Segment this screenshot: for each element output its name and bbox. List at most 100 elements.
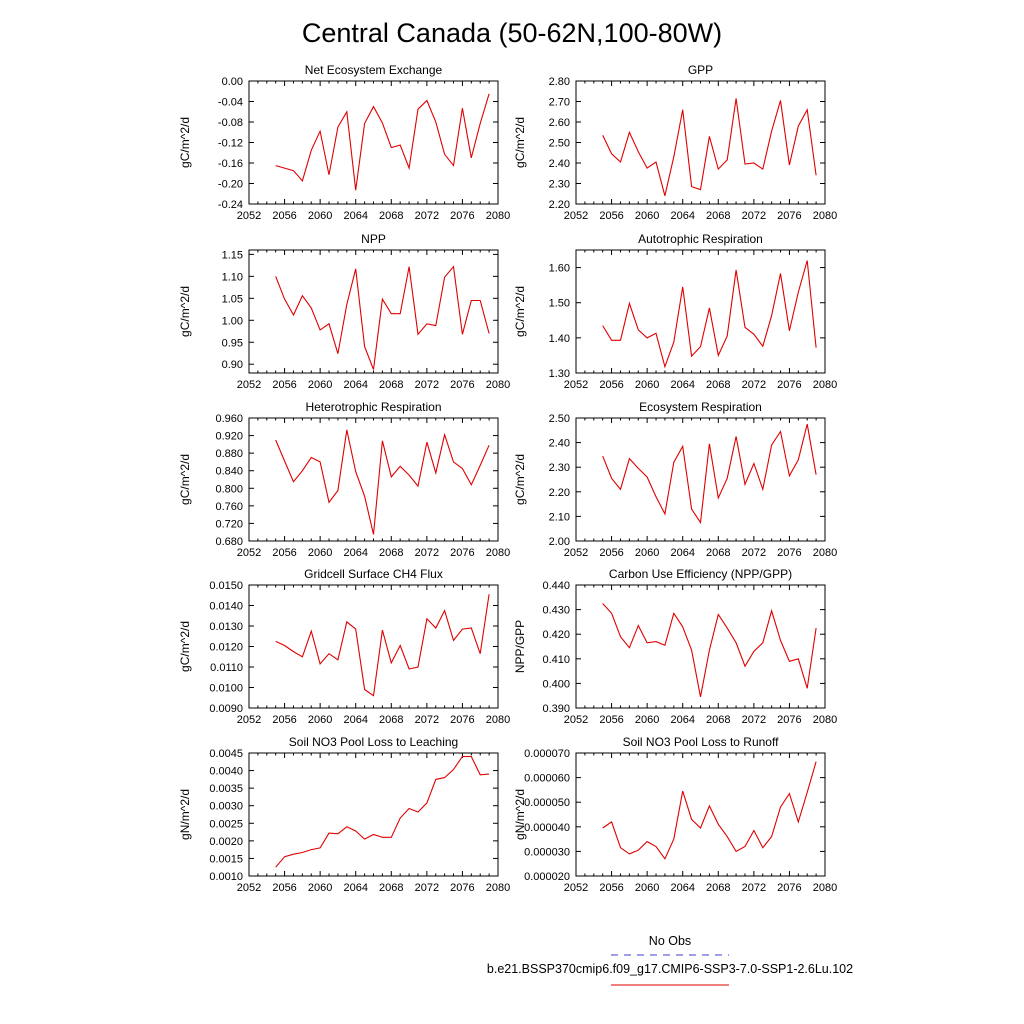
legend: No Obs b.e21.BSSP370cmip6.f09_g17.CMIP6-… xyxy=(487,934,853,986)
x-tick-label: 2052 xyxy=(237,210,261,222)
x-tick-label: 2080 xyxy=(813,210,837,222)
y-tick-label: 0.0015 xyxy=(209,853,243,865)
y-tick-label: 1.30 xyxy=(549,368,570,380)
y-tick-label: 0.0040 xyxy=(209,766,243,778)
chart-title: Soil NO3 Pool Loss to Leaching xyxy=(289,735,458,749)
x-tick-label: 2056 xyxy=(272,882,296,894)
y-tick-label: 0.000030 xyxy=(524,846,570,858)
x-tick-label: 2056 xyxy=(599,882,623,894)
x-tick-label: 2080 xyxy=(813,379,837,391)
y-tick-label: 0.440 xyxy=(542,580,570,592)
y-tick-label: 0.0090 xyxy=(209,703,243,715)
x-tick-label: 2076 xyxy=(450,379,474,391)
x-tick-label: 2060 xyxy=(308,547,332,559)
plot-frame xyxy=(575,249,826,374)
x-tick-label: 2076 xyxy=(450,547,474,559)
x-tick-label: 2080 xyxy=(486,547,510,559)
x-tick-label: 2064 xyxy=(670,210,694,222)
y-axis-label: NPP/GPP xyxy=(513,620,527,673)
y-tick-label: 0.0140 xyxy=(209,601,243,613)
x-tick-label: 2072 xyxy=(415,714,439,726)
y-tick-label: 0.410 xyxy=(542,654,570,666)
chart-title: Soil NO3 Pool Loss to Runoff xyxy=(623,735,780,749)
y-tick-label: 1.40 xyxy=(549,333,570,345)
y-tick-label: 2.20 xyxy=(549,487,570,499)
chart-title: Gridcell Surface CH4 Flux xyxy=(304,567,443,581)
x-tick-label: 2080 xyxy=(486,714,510,726)
y-axis-label: gC/m^2/d xyxy=(513,117,527,168)
chart-panel-0: Net Ecosystem Exchange 2052 2056 2060 2064 20… xyxy=(178,63,510,222)
y-tick-label: 0.420 xyxy=(542,629,570,641)
series-line-0 xyxy=(275,429,490,535)
y-tick-label: 0.920 xyxy=(215,431,243,443)
y-axis-label: gN/m^2/d xyxy=(178,789,192,840)
x-tick-label: 2064 xyxy=(670,882,694,894)
y-tick-label: 2.60 xyxy=(549,117,570,129)
x-tick-label: 2068 xyxy=(379,379,403,391)
x-tick-label: 2064 xyxy=(343,714,367,726)
plot-frame xyxy=(248,417,499,542)
figure-title: Central Canada (50-62N,100-80W) xyxy=(302,18,722,48)
y-tick-label: 1.15 xyxy=(222,249,243,261)
y-axis-label: gC/m^2/d xyxy=(178,621,192,672)
x-tick-label: 2060 xyxy=(635,379,659,391)
x-tick-label: 2056 xyxy=(599,714,623,726)
x-tick-label: 2076 xyxy=(450,882,474,894)
series-line-0 xyxy=(275,755,490,868)
x-tick-label: 2080 xyxy=(813,714,837,726)
series-line-0 xyxy=(602,423,817,525)
y-tick-label: -0.08 xyxy=(218,117,243,129)
y-tick-label: 2.10 xyxy=(549,511,570,523)
chart-panel-9: Soil NO3 Pool Loss to Runoff 2052 2056 2060… xyxy=(513,735,837,894)
chart-title: Heterotrophic Respiration xyxy=(305,400,441,414)
y-tick-label: 1.50 xyxy=(549,298,570,310)
legend-label-case: b.e21.BSSP370cmip6.f09_g17.CMIP6-SSP3-7.… xyxy=(487,962,853,976)
chart-title: Carbon Use Efficiency (NPP/GPP) xyxy=(609,567,792,581)
y-tick-label: 0.90 xyxy=(222,359,243,371)
legend-label-no-obs: No Obs xyxy=(649,934,691,948)
x-tick-label: 2064 xyxy=(343,547,367,559)
y-tick-label: 0.400 xyxy=(542,678,570,690)
x-tick-label: 2068 xyxy=(379,547,403,559)
x-tick-label: 2060 xyxy=(308,210,332,222)
chart-title: GPP xyxy=(688,63,713,77)
y-tick-label: 0.720 xyxy=(215,518,243,530)
y-tick-label: -0.16 xyxy=(218,158,243,170)
chart-panel-5: Ecosystem Respiration 2052 2056 2060 2064 206… xyxy=(513,400,837,559)
x-tick-label: 2076 xyxy=(450,210,474,222)
y-tick-label: 2.40 xyxy=(549,158,570,170)
y-tick-label: 0.000020 xyxy=(524,871,570,883)
y-tick-label: 1.05 xyxy=(222,293,243,305)
x-tick-label: 2076 xyxy=(450,714,474,726)
x-tick-label: 2072 xyxy=(415,210,439,222)
plot-frame xyxy=(248,80,499,205)
y-tick-label: 0.680 xyxy=(215,536,243,548)
x-tick-label: 2072 xyxy=(415,547,439,559)
x-tick-label: 2052 xyxy=(564,882,588,894)
x-tick-label: 2080 xyxy=(813,547,837,559)
x-tick-label: 2076 xyxy=(777,379,801,391)
x-tick-label: 2056 xyxy=(272,547,296,559)
x-tick-label: 2060 xyxy=(635,882,659,894)
x-tick-label: 2052 xyxy=(237,882,261,894)
x-tick-label: 2052 xyxy=(237,379,261,391)
y-axis-label: gC/m^2/d xyxy=(513,454,527,505)
x-tick-label: 2072 xyxy=(415,882,439,894)
x-tick-label: 2056 xyxy=(272,714,296,726)
x-tick-label: 2060 xyxy=(635,210,659,222)
y-tick-label: -0.12 xyxy=(218,138,243,150)
y-tick-label: -0.24 xyxy=(218,199,243,211)
plot-frame xyxy=(575,752,826,877)
y-tick-label: 2.40 xyxy=(549,438,570,450)
y-tick-label: 0.000070 xyxy=(524,748,570,760)
y-tick-label: 0.000060 xyxy=(524,773,570,785)
chart-panel-6: Gridcell Surface CH4 Flux 2052 2056 2060 206… xyxy=(178,567,510,726)
x-tick-label: 2064 xyxy=(343,882,367,894)
x-tick-label: 2068 xyxy=(379,714,403,726)
x-tick-label: 2052 xyxy=(564,714,588,726)
x-tick-label: 2060 xyxy=(308,882,332,894)
y-tick-label: 0.0010 xyxy=(209,871,243,883)
x-tick-label: 2072 xyxy=(742,882,766,894)
x-tick-label: 2052 xyxy=(564,547,588,559)
